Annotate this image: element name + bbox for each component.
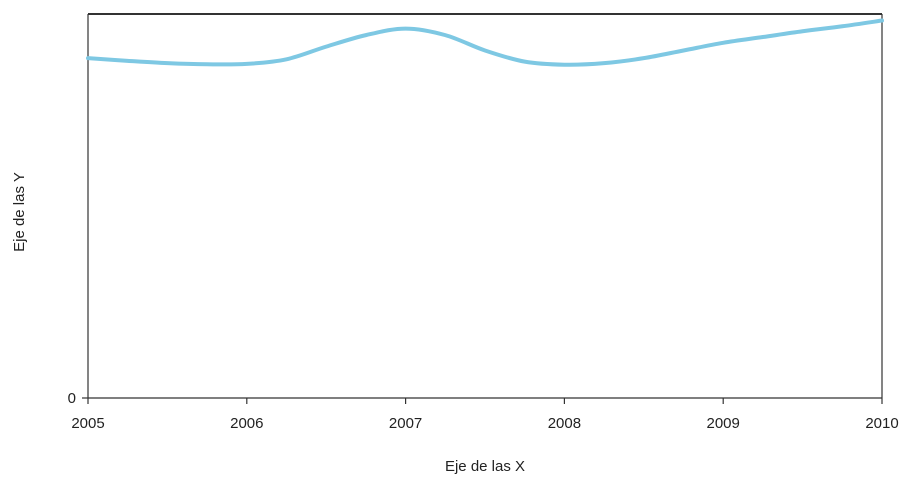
data-point: [443, 33, 447, 37]
data-point: [682, 48, 686, 52]
data-point: [562, 63, 566, 67]
data-point: [483, 48, 487, 52]
data-point: [324, 45, 328, 49]
data-point: [602, 61, 606, 65]
data-point: [840, 24, 844, 28]
data-point: [721, 41, 725, 45]
data-point: [761, 35, 765, 39]
x-tick-label: 2005: [71, 415, 104, 432]
data-point: [205, 62, 209, 66]
y-tick-label: 0: [68, 390, 76, 407]
x-axis-title: Eje de las X: [445, 458, 525, 475]
x-tick-label: 2007: [389, 415, 422, 432]
x-tick-label: 2009: [707, 415, 740, 432]
data-point: [126, 59, 130, 63]
data-point: [801, 29, 805, 33]
data-point: [364, 33, 368, 37]
y-axis-title: Eje de las Y: [11, 172, 28, 252]
data-point: [165, 61, 169, 65]
series-layer: [86, 18, 884, 67]
y-axis-ticks: 0: [68, 390, 88, 407]
data-point: [404, 27, 408, 31]
data-point: [285, 57, 289, 61]
x-tick-label: 2010: [865, 415, 898, 432]
data-point: [245, 62, 249, 66]
x-axis-ticks: 2005 2006 2007 2008 2009 2010: [71, 398, 899, 432]
series-line: [86, 18, 884, 67]
data-point: [86, 56, 90, 60]
data-point: [642, 56, 646, 60]
x-tick-label: 2006: [230, 415, 263, 432]
x-tick-label: 2008: [548, 415, 581, 432]
data-point: [880, 19, 884, 23]
data-point: [523, 60, 527, 64]
